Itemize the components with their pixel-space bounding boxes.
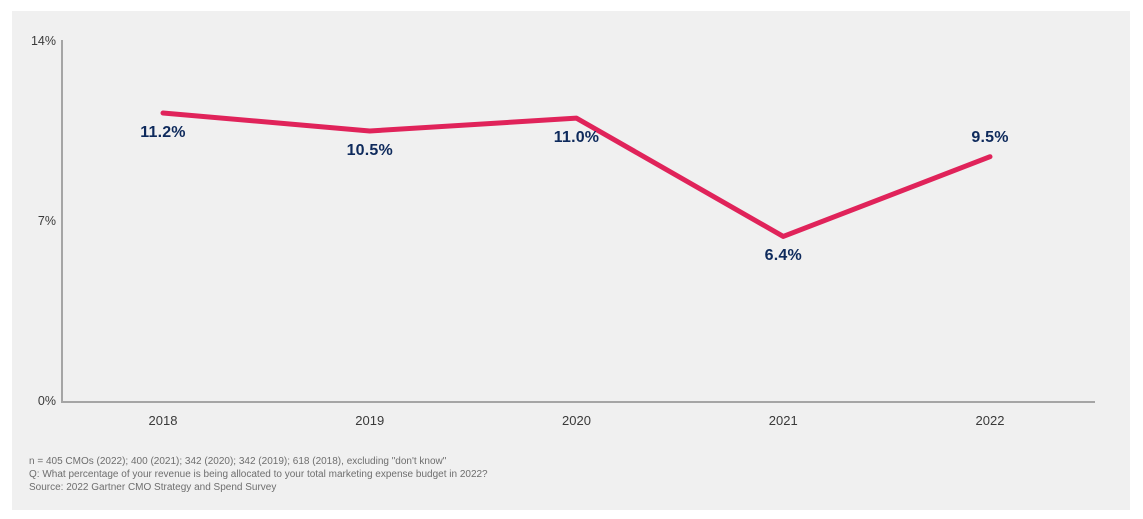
data-point-label: 10.5% [346, 142, 393, 159]
x-tick-label: 2021 [768, 413, 798, 428]
x-tick-label: 2022 [975, 413, 1005, 428]
footnote-source: Source: 2022 Gartner CMO Strategy and Sp… [29, 482, 277, 493]
data-point-label: 9.5% [971, 128, 1009, 146]
trend-line [160, 110, 993, 239]
y-tick-label: 14% [30, 34, 56, 48]
data-point-label: 6.4% [764, 247, 802, 265]
data-point-label: 11.2% [140, 124, 186, 141]
y-tick-label: 7% [37, 214, 56, 228]
line-chart: 0% 7% 14% 2018 2019 2020 2021 2022 11.2% 10.5% 1… [12, 11, 1130, 510]
x-tick-label: 2020 [562, 413, 591, 428]
footnote-sample: n = 405 CMOs (2022); 400 (2021); 342 (20… [29, 456, 447, 467]
data-point-label: 11.0% [553, 129, 600, 147]
y-tick-label: 0% [37, 394, 56, 408]
footnotes: n = 405 CMOs (2022); 400 (2021); 342 (20… [29, 455, 488, 494]
chart-canvas [61, 40, 1095, 403]
chart-card: 0% 7% 14% 2018 2019 2020 2021 2022 11.2% 10.5% 1… [12, 11, 1130, 510]
footnote-question: Q: What percentage of your revenue is be… [29, 469, 488, 480]
x-tick-label: 2019 [355, 413, 385, 428]
x-tick-label: 2018 [148, 413, 178, 428]
